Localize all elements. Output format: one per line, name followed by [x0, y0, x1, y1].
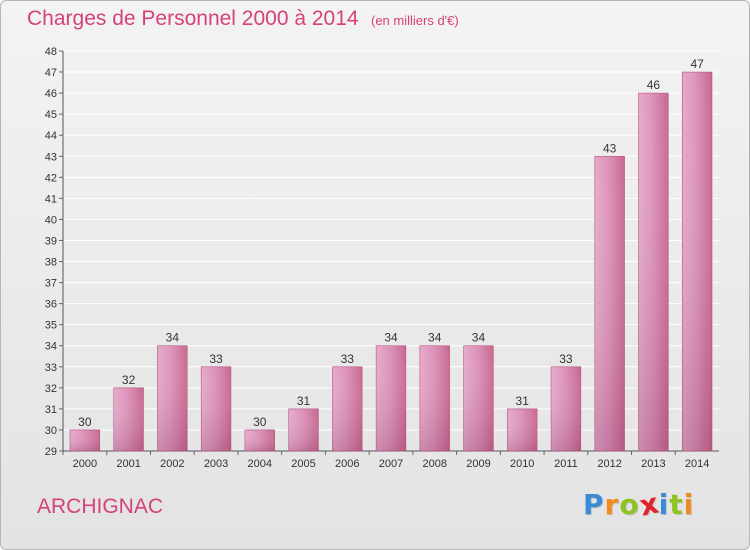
x-tick-label-2014: 2014 — [685, 458, 709, 470]
bar-shade-2007 — [376, 345, 406, 451]
data-label-2004: 30 — [253, 415, 267, 429]
data-label-2014: 47 — [690, 57, 704, 71]
x-tick-label-2002: 2002 — [160, 458, 184, 470]
data-label-2002: 34 — [166, 331, 180, 345]
logo-letter: P — [583, 488, 605, 521]
data-label-2013: 46 — [647, 78, 661, 92]
y-tick-label: 45 — [45, 109, 57, 121]
x-tick-label-2007: 2007 — [379, 458, 403, 470]
y-tick-label: 46 — [45, 88, 57, 100]
data-labels: 30 32 34 33 30 31 33 34 34 34 31 33 43 46 47 — [78, 57, 704, 429]
bar-shade-2002 — [157, 345, 188, 451]
data-label-2005: 31 — [297, 394, 311, 408]
y-tick-label: 32 — [45, 383, 57, 395]
data-label-2000: 30 — [78, 415, 92, 429]
x-tick-label-2006: 2006 — [335, 458, 359, 470]
x-tick-label-2009: 2009 — [466, 458, 490, 470]
y-tick-label: 43 — [45, 151, 57, 163]
y-tick-label: 35 — [45, 320, 57, 332]
data-label-2012: 43 — [603, 141, 617, 155]
logo-letter: r — [604, 488, 620, 521]
logo-letter: t — [669, 488, 684, 521]
data-label-2010: 31 — [516, 394, 530, 408]
bar-shade-2013 — [638, 93, 669, 452]
logo-letter: i — [658, 488, 670, 521]
x-tick-label-2013: 2013 — [641, 458, 665, 470]
y-tick-label: 33 — [45, 362, 57, 374]
bar-shade-2001 — [113, 387, 144, 451]
data-label-2006: 33 — [341, 352, 355, 366]
chart-title: Charges de Personnel 2000 à 2014 — [27, 7, 359, 30]
y-tick-label: 30 — [45, 425, 57, 437]
bar-shade-2012 — [594, 156, 625, 451]
x-tick-label-2004: 2004 — [248, 458, 272, 470]
y-tick-label: 44 — [45, 130, 57, 142]
bar-shade-2000 — [69, 429, 100, 451]
logo-letter: i — [683, 488, 695, 521]
y-tick-label: 42 — [45, 172, 57, 184]
y-tick-label: 31 — [45, 404, 57, 416]
data-label-2009: 34 — [472, 331, 486, 345]
bar-shade-2010 — [507, 408, 538, 451]
y-tick-label: 39 — [45, 235, 57, 247]
proxiti-logo: Proxiti — [583, 486, 695, 522]
logo-letter: o — [619, 488, 640, 521]
y-tick-label: 41 — [45, 193, 57, 205]
chart-subtitle: (en milliers d'€) — [371, 13, 459, 28]
y-tick-label: 36 — [45, 299, 57, 311]
y-tick-label: 29 — [45, 446, 57, 458]
bar-shade-2004 — [244, 429, 275, 451]
y-tick-label: 37 — [45, 278, 57, 290]
x-tick-label-2012: 2012 — [597, 458, 621, 470]
data-label-2011: 33 — [559, 352, 573, 366]
y-tick-label: 47 — [45, 67, 57, 79]
bar-shade-2008 — [419, 345, 450, 451]
bar-shade-2005 — [288, 408, 319, 451]
bar-shade-2009 — [463, 345, 494, 451]
y-tick-label: 38 — [45, 257, 57, 269]
y-tick-label: 48 — [45, 46, 57, 58]
x-tick-label-2001: 2001 — [116, 458, 140, 470]
commune-name: ARCHIGNAC — [37, 495, 164, 518]
data-label-2003: 33 — [209, 352, 223, 366]
data-label-2008: 34 — [428, 331, 442, 345]
x-tick-label-2000: 2000 — [73, 458, 97, 470]
x-tick-label-2005: 2005 — [291, 458, 315, 470]
y-tick-label: 34 — [45, 341, 57, 353]
y-tick-label: 40 — [45, 214, 57, 226]
bars — [69, 71, 713, 452]
x-tick-label-2003: 2003 — [204, 458, 228, 470]
bar-shade-2014 — [682, 72, 713, 451]
bar-shade-2003 — [201, 366, 231, 451]
bar-shade-2011 — [551, 366, 581, 451]
bar-shade-2006 — [332, 366, 363, 451]
x-tick-label-2010: 2010 — [510, 458, 534, 470]
data-label-2007: 34 — [384, 331, 398, 345]
data-label-2001: 32 — [122, 373, 136, 387]
x-tick-label-2008: 2008 — [422, 458, 446, 470]
x-tick-label-2011: 2011 — [554, 458, 578, 470]
